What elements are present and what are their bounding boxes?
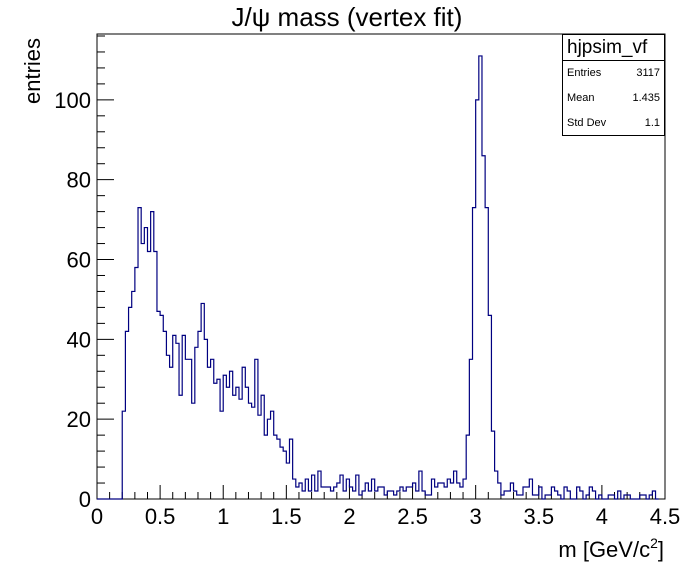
- x-tick-label: 3: [470, 504, 482, 529]
- stats-box: hjpsim_vf Entries 3117 Mean 1.435 Std De…: [562, 34, 665, 136]
- stats-histogram-name: hjpsim_vf: [563, 35, 664, 61]
- x-axis-label: m [GeV/c2]: [558, 535, 664, 562]
- y-tick-label: 100: [54, 88, 91, 113]
- stats-stddev-label: Std Dev: [567, 117, 607, 129]
- y-tick-label: 40: [67, 327, 91, 352]
- histogram-series-line: [97, 55, 659, 500]
- stats-entries-value: 3117: [636, 67, 660, 79]
- plot-frame: [96, 33, 666, 500]
- x-tick-label: 2.5: [397, 504, 428, 529]
- x-tick-label: 3.5: [523, 504, 554, 529]
- chart-title: J/ψ mass (vertex fit): [232, 2, 463, 32]
- y-axis-label: entries: [20, 38, 45, 104]
- stats-mean-label: Mean: [567, 92, 595, 104]
- stats-stddev-value: 1.1: [644, 117, 660, 129]
- x-tick-label: 1: [217, 504, 229, 529]
- x-axis-label-superscript: 2: [650, 535, 658, 551]
- x-tick-label: 4: [596, 504, 608, 529]
- x-tick-label: 0: [91, 504, 103, 529]
- x-axis-label-end: ]: [658, 537, 664, 562]
- stats-row-stddev: Std Dev 1.1: [563, 111, 664, 136]
- x-tick-label: 0.5: [145, 504, 176, 529]
- y-tick-label: 60: [67, 248, 91, 273]
- x-tick-label: 2: [343, 504, 355, 529]
- x-axis-label-main: m [GeV/c: [558, 537, 650, 562]
- axis-tick-labels: 0 0.5 1 1.5 2 2.5 3 3.5 4 4.5 0 20 40 60 80 100: [54, 88, 680, 529]
- stats-entries-label: Entries: [567, 67, 602, 79]
- stats-row-mean: Mean 1.435: [563, 86, 664, 111]
- x-tick-label: 4.5: [650, 504, 681, 529]
- stats-row-entries: Entries 3117: [563, 61, 664, 86]
- x-tick-label: 1.5: [271, 504, 302, 529]
- y-tick-label: 0: [79, 487, 91, 512]
- stats-mean-value: 1.435: [632, 92, 660, 104]
- y-tick-label: 80: [67, 168, 91, 193]
- y-tick-label: 20: [67, 407, 91, 432]
